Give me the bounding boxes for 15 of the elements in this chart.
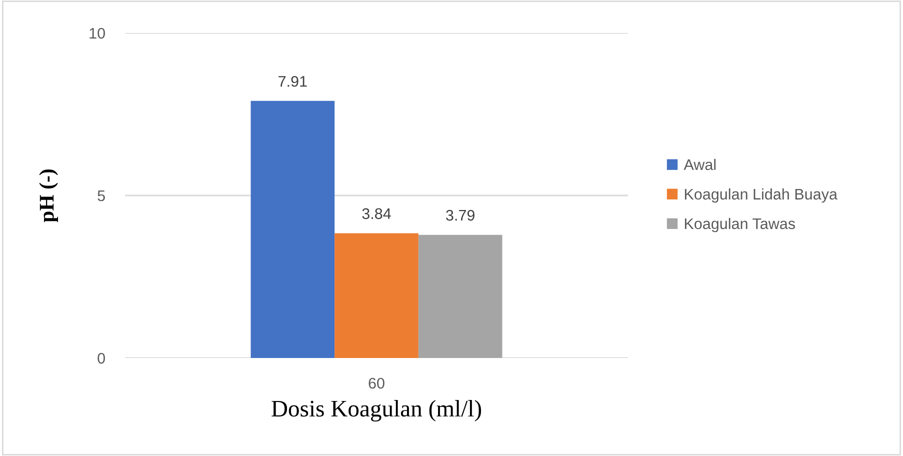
y-tick-label: 10: [90, 28, 105, 39]
x-tick-label: 60: [368, 378, 384, 389]
y-axis-title: pH (-): [39, 170, 58, 222]
x-axis-title: Dosis Koagulan (ml/l): [272, 400, 482, 422]
y-tick-label: 5: [98, 190, 105, 202]
data-label: 3.84: [362, 208, 391, 220]
data-label: 3.79: [446, 210, 474, 221]
legend-label: Koagulan Tawas: [684, 218, 795, 232]
y-tick-label: 0: [98, 352, 105, 364]
bar: [334, 233, 418, 358]
bar: [250, 100, 335, 358]
legend-label: Koagulan Lidah Buaya: [684, 188, 838, 203]
bar: [418, 234, 502, 358]
data-label: 7.91: [278, 76, 307, 87]
legend-label: Awal: [684, 158, 716, 170]
